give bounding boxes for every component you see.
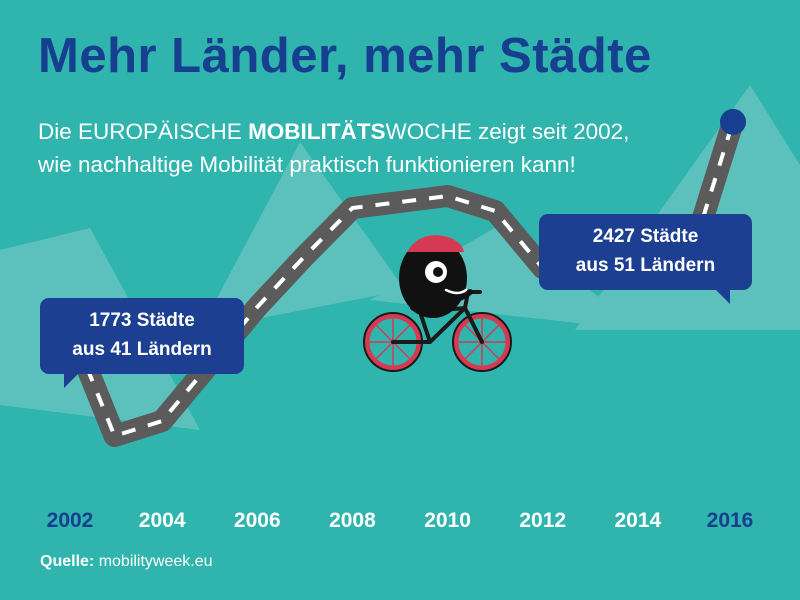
- x-tick-label-2010: 2010: [424, 509, 471, 532]
- x-tick-label-2008: 2008: [329, 509, 376, 532]
- subtitle-suffix: WOCHE zeigt seit 2002,: [385, 119, 630, 144]
- callout-start-line-2: aus 41 Ländern: [72, 339, 212, 360]
- x-tick-label-2002: 2002: [47, 509, 94, 532]
- x-tick-label-2006: 2006: [234, 509, 281, 532]
- source-credit: Quelle: mobilityweek.eu: [40, 553, 213, 571]
- data-point-2006: [256, 306, 258, 308]
- source-label: Quelle:: [40, 553, 95, 570]
- x-tick-label-2016: 2016: [707, 509, 754, 532]
- data-point-2016: [720, 108, 746, 135]
- data-point-2007: [304, 255, 306, 257]
- data-point-2003: [114, 435, 116, 437]
- callout-start-pointer: [64, 372, 80, 388]
- data-point-2004: [161, 420, 163, 422]
- source-url[interactable]: mobilityweek.eu: [98, 553, 213, 570]
- subtitle-line-2: wie nachhaltige Mobilität praktisch funk…: [38, 152, 576, 177]
- mascot-smile: [444, 288, 468, 295]
- x-tick-label-2012: 2012: [519, 509, 566, 532]
- callout-start-2002: 1773 Städte aus 41 Ländern: [40, 298, 244, 374]
- mascot-arm: [437, 289, 473, 304]
- subtitle-prefix: Die EUROPÄISCHE: [38, 119, 249, 144]
- callout-end-2016: 2427 Städte aus 51 Ländern: [539, 214, 752, 290]
- cyclist-mascot-icon: [363, 235, 512, 372]
- callout-end-pointer: [714, 288, 730, 304]
- callout-start-line-1: 1773 Städte: [89, 310, 195, 331]
- subtitle: Die EUROPÄISCHE MOBILITÄTSWOCHE zeigt se…: [38, 115, 629, 181]
- x-tick-label-2014: 2014: [614, 509, 661, 532]
- page-title: Mehr Länder, mehr Städte: [38, 29, 652, 83]
- mountain-shape: [200, 142, 405, 330]
- callout-end-line-2: aus 51 Ländern: [575, 255, 716, 276]
- tick-layer: 2002 2004 2006 2008 2010 2012 2014 2016: [47, 509, 754, 532]
- data-point-2010: [447, 195, 449, 197]
- mascot-helmet: [407, 235, 464, 252]
- subtitle-line-1: Die EUROPÄISCHE MOBILITÄTSWOCHE zeigt se…: [38, 115, 629, 148]
- mascot-pupil: [433, 267, 443, 277]
- bike-spokes: [367, 316, 508, 368]
- x-tick-label-2004: 2004: [139, 509, 186, 532]
- data-point-2011: [494, 210, 496, 212]
- subtitle-bold-word: MOBILITÄTS: [248, 119, 386, 144]
- data-point-2009: [399, 201, 401, 203]
- bike-front-wheel-tire: [452, 312, 512, 372]
- callout-end-line-1: 2427 Städte: [592, 226, 699, 247]
- data-point-2008: [351, 207, 353, 209]
